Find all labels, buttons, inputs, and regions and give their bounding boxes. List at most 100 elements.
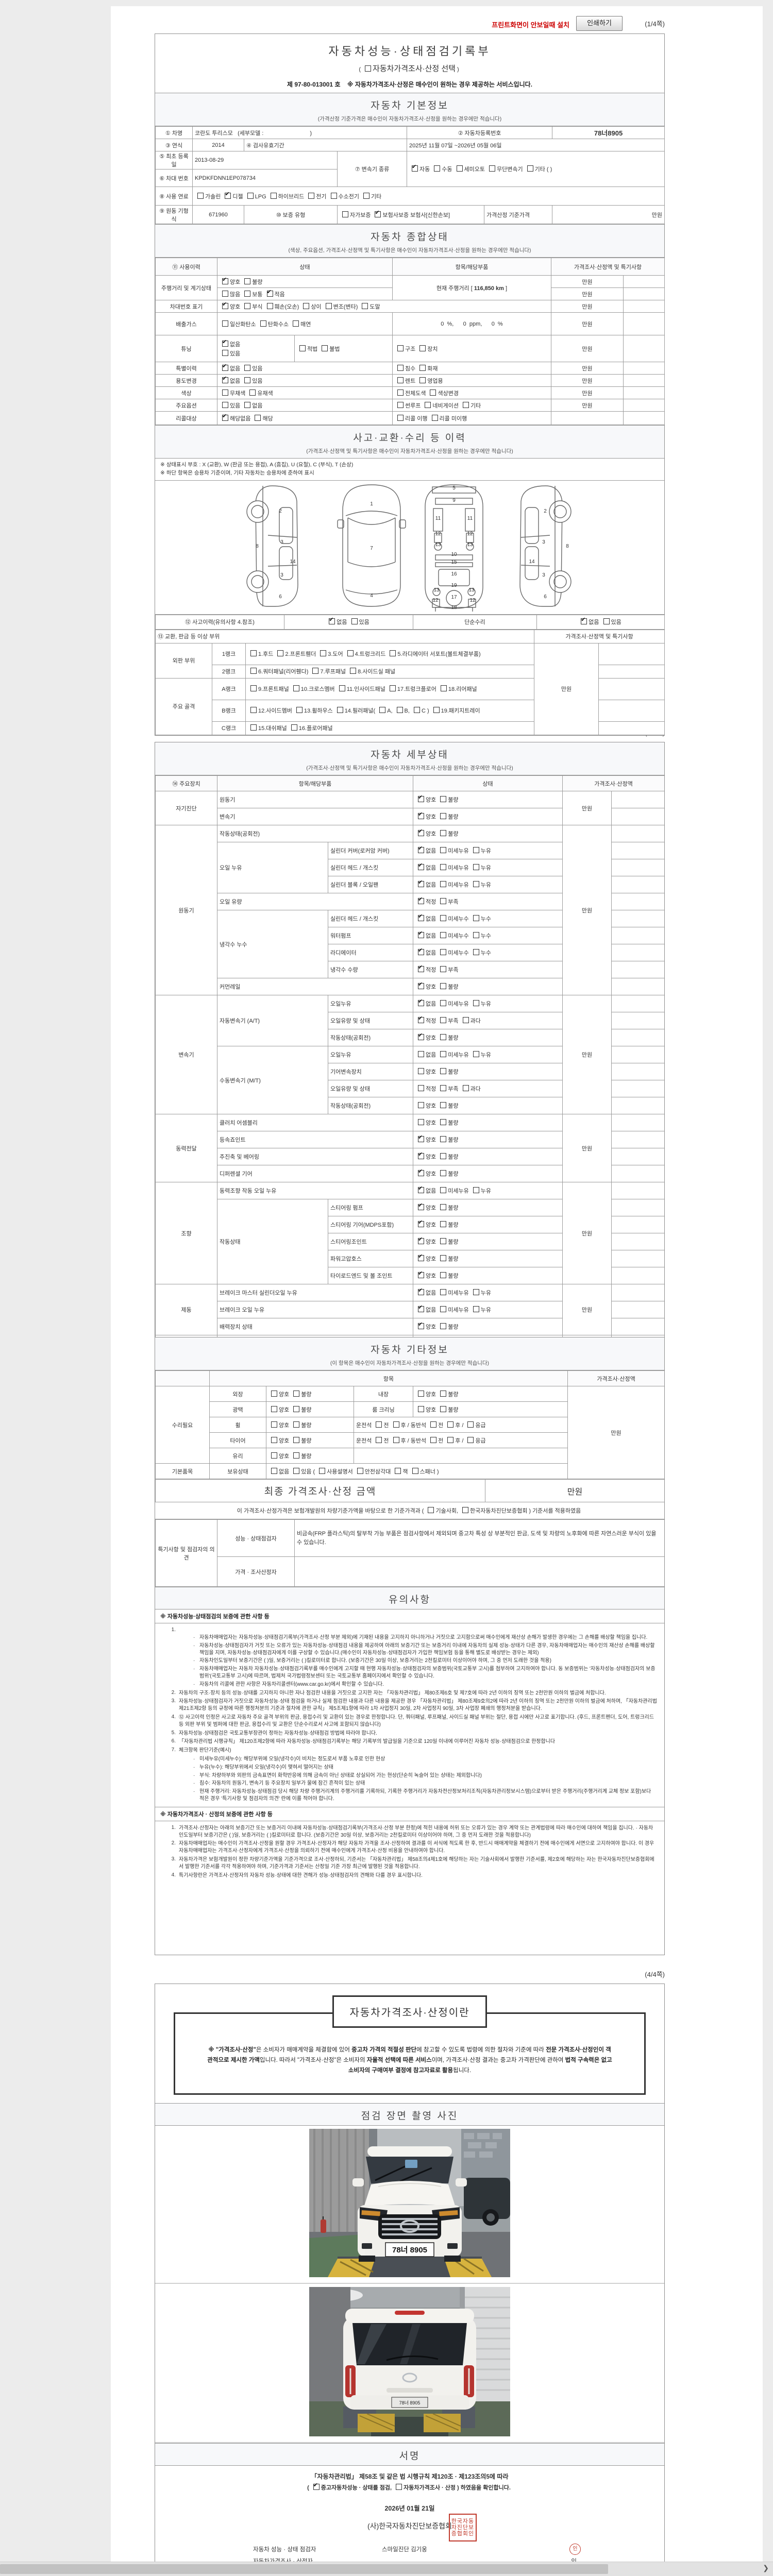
checkbox[interactable] [418,1051,424,1057]
checkbox[interactable] [363,192,369,199]
checkbox[interactable] [440,1000,447,1006]
checkbox[interactable] [440,1085,447,1091]
checkbox[interactable] [440,813,447,819]
checkbox-checked[interactable] [418,1288,424,1295]
checkbox[interactable] [473,847,479,853]
checkbox[interactable] [440,1238,447,1244]
checkbox[interactable] [197,192,204,199]
checkbox[interactable] [467,1421,474,1428]
checkbox-checked[interactable] [313,2483,320,2490]
checkbox[interactable] [418,1068,424,1074]
checkbox[interactable] [440,966,447,972]
checkbox[interactable] [419,377,426,383]
checkbox[interactable] [250,724,257,731]
checkbox[interactable] [440,1255,447,1261]
checkbox[interactable] [376,1421,382,1428]
checkbox[interactable] [413,707,420,713]
checkbox[interactable] [222,389,228,396]
checkbox-checked[interactable] [418,1169,424,1176]
checkbox[interactable] [271,1436,277,1443]
checkbox[interactable] [393,1436,399,1443]
checkbox[interactable] [351,618,358,624]
checkbox[interactable] [433,707,440,713]
checkbox[interactable] [320,650,327,656]
checkbox-checked[interactable] [581,617,587,624]
checkbox-checked[interactable] [418,931,424,938]
checkbox[interactable] [462,1507,469,1513]
checkbox-checked[interactable] [222,414,228,421]
checkbox-checked[interactable] [222,302,228,309]
checkbox[interactable] [430,1421,437,1428]
checkbox[interactable] [434,165,441,172]
checkbox[interactable] [397,364,404,371]
checkbox[interactable] [293,1390,300,1397]
checkbox[interactable] [473,1000,479,1006]
checkbox[interactable] [222,349,228,356]
checkbox[interactable] [393,1421,399,1428]
checkbox[interactable] [250,668,257,674]
checkbox[interactable] [303,302,310,309]
checkbox[interactable] [376,1436,382,1443]
checkbox[interactable] [244,290,251,297]
checkbox[interactable] [397,389,404,396]
checkbox-checked[interactable] [418,1033,424,1040]
checkbox[interactable] [244,401,251,408]
checkbox-checked[interactable] [418,1305,424,1312]
checkbox[interactable] [325,302,332,309]
checkbox[interactable] [456,165,463,172]
checkbox[interactable] [440,983,447,989]
checkbox[interactable] [296,707,303,713]
checkbox-checked[interactable] [418,1254,424,1261]
checkbox[interactable] [350,668,357,674]
checkbox[interactable] [473,932,479,938]
checkbox[interactable] [308,192,315,199]
checkbox[interactable] [440,864,447,870]
checkbox[interactable] [390,650,396,656]
checkbox[interactable] [396,2484,402,2490]
checkbox[interactable] [440,1170,447,1176]
checkbox[interactable] [440,1405,447,1412]
checkbox-checked[interactable] [418,1016,424,1023]
checkbox[interactable] [440,915,447,921]
checkbox[interactable] [270,192,277,199]
checkbox-checked[interactable] [418,1203,424,1210]
checkbox-checked[interactable] [418,1271,424,1278]
checkbox[interactable] [425,401,431,408]
checkbox[interactable] [440,1187,447,1193]
checkbox[interactable] [440,1034,447,1040]
checkbox[interactable] [389,685,396,691]
checkbox-checked[interactable] [412,164,418,172]
checkbox[interactable] [250,707,257,713]
checkbox[interactable] [293,1405,300,1412]
checkbox[interactable] [440,1323,447,1329]
checkbox[interactable] [397,401,404,408]
checkbox[interactable] [462,1085,469,1091]
checkbox[interactable] [249,389,256,396]
checkbox-checked[interactable] [418,1186,424,1193]
checkbox[interactable] [222,290,228,297]
checkbox[interactable] [299,345,306,351]
checkbox[interactable] [462,1017,469,1023]
checkbox[interactable] [603,618,610,624]
checkbox[interactable] [395,1467,401,1474]
checkbox[interactable] [440,932,447,938]
checkbox[interactable] [244,278,251,284]
checkbox-checked[interactable] [418,846,424,853]
checkbox[interactable] [462,401,469,408]
checkbox[interactable] [260,320,266,327]
checkbox[interactable] [440,1306,447,1312]
checkbox[interactable] [440,1153,447,1159]
checkbox[interactable] [271,1390,277,1397]
checkbox[interactable] [473,881,479,887]
checkbox[interactable] [431,414,438,421]
checkbox-checked[interactable] [418,829,424,836]
checkbox[interactable] [440,1204,447,1210]
checkbox[interactable] [467,1436,474,1443]
checkbox-checked[interactable] [375,210,381,217]
checkbox[interactable] [440,1119,447,1125]
checkbox-checked[interactable] [418,880,424,887]
checkbox[interactable] [473,915,479,921]
checkbox[interactable] [379,707,386,713]
checkbox[interactable] [473,1051,479,1057]
scroll-right-icon[interactable]: ❯ [763,2564,769,2572]
